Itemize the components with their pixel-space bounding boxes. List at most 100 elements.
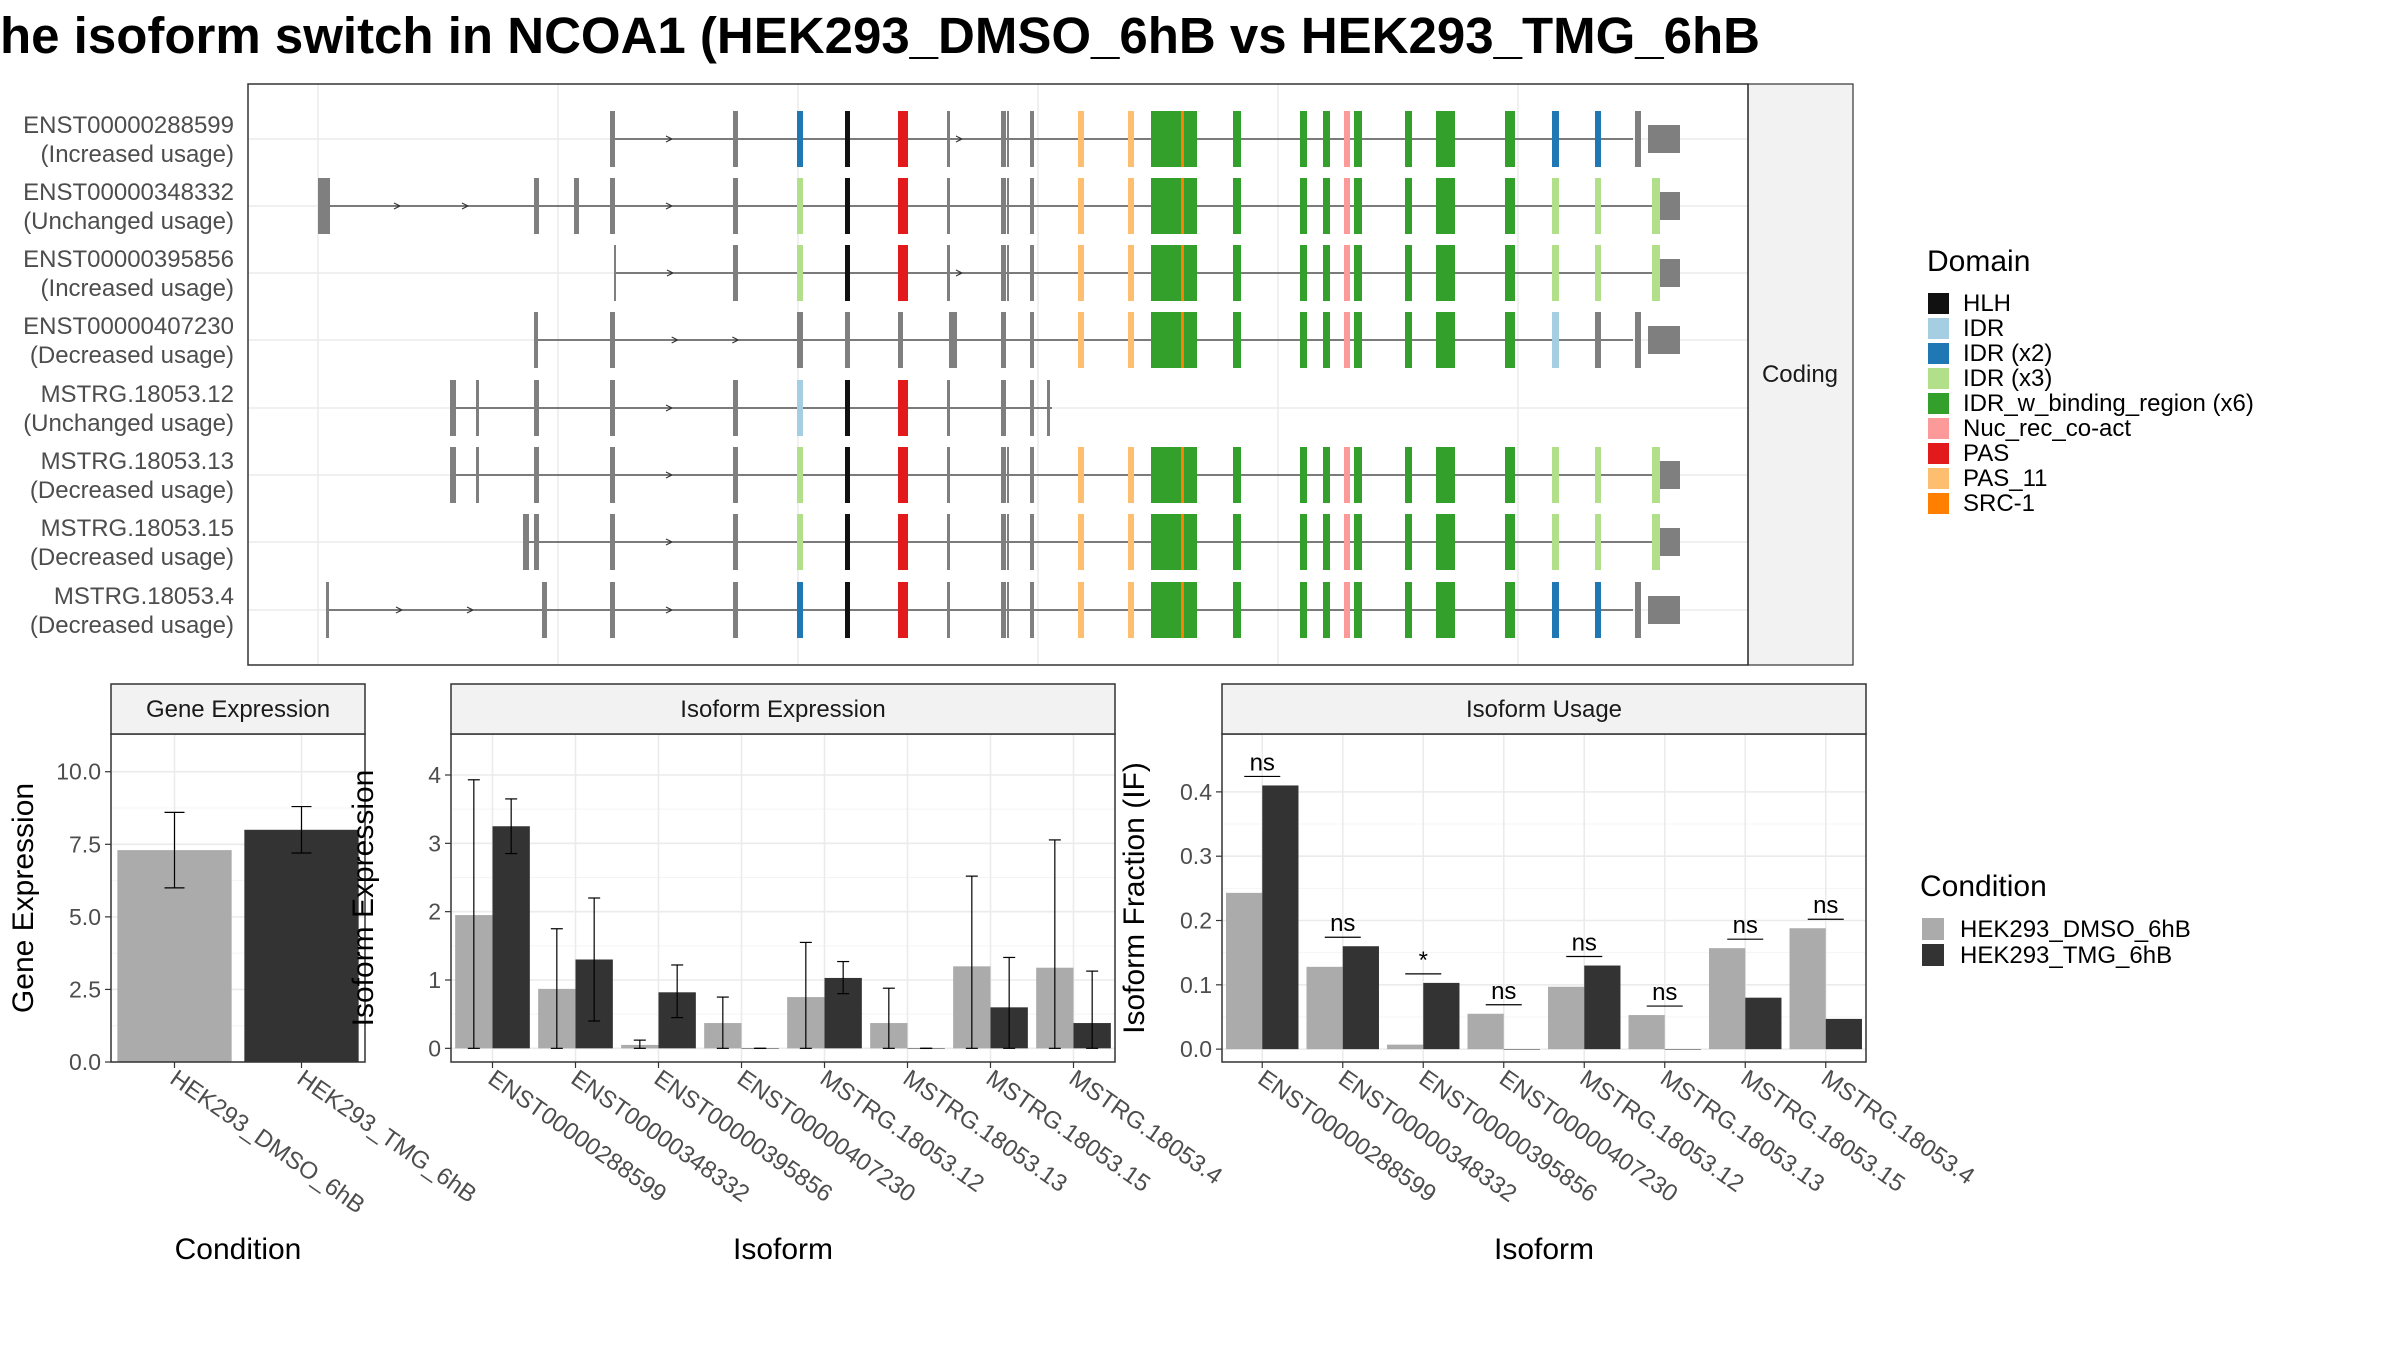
- bar: [1503, 1049, 1540, 1050]
- transcript-usage-label: (Decreased usage): [30, 477, 234, 504]
- exon-block: [1007, 447, 1009, 503]
- exon-block: [1595, 178, 1601, 234]
- exon-block: [1128, 312, 1134, 368]
- exon-block: [1323, 447, 1330, 503]
- exon-block: [1405, 178, 1412, 234]
- domain-legend-key: [1928, 443, 1949, 464]
- exon-block: [610, 514, 615, 570]
- exon-block: [1151, 312, 1197, 368]
- y-tick-label: 7.5: [69, 831, 101, 857]
- transcript-usage-label: (Decreased usage): [30, 544, 234, 571]
- exon-block: [1552, 312, 1559, 368]
- bar: [1342, 946, 1379, 1050]
- exon-block: [1233, 447, 1241, 503]
- utr-block: [1648, 596, 1680, 624]
- transcript-structure: [534, 312, 1680, 368]
- exon-block: [898, 111, 908, 167]
- transcript-usage-label: (Decreased usage): [30, 612, 234, 639]
- exon-block: [318, 178, 330, 234]
- facet-strip-label: Coding: [1762, 361, 1838, 388]
- exon-block: [1151, 582, 1197, 638]
- exon-block: [1354, 245, 1362, 301]
- utr-block: [1660, 528, 1680, 556]
- domain-legend-label: HLH: [1963, 290, 2011, 317]
- exon-block: [1436, 178, 1455, 234]
- exon-block: [1001, 312, 1006, 368]
- intron-arrow: [671, 336, 679, 344]
- bar: [1789, 928, 1826, 1050]
- significance-label: ns: [1491, 978, 1516, 1005]
- exon-block: [534, 312, 538, 368]
- facet-strip: [110, 683, 366, 735]
- exon-block: [1344, 178, 1350, 234]
- exon-block: [1001, 111, 1006, 167]
- exon-block: [476, 447, 479, 503]
- domain-legend-key: [1928, 293, 1949, 314]
- exon-block: [534, 447, 539, 503]
- transcript-id-label: ENST00000395856: [23, 246, 234, 273]
- exon-block: [1436, 111, 1455, 167]
- exon-block: [1505, 178, 1515, 234]
- intron-arrow: [395, 606, 404, 614]
- transcript-id-label: ENST00000288599: [23, 112, 234, 139]
- exon-block: [1047, 380, 1050, 436]
- exon-block: [797, 582, 803, 638]
- exon-block: [845, 582, 850, 638]
- domain-legend-title: Domain: [1927, 245, 2030, 278]
- exon-block: [614, 245, 616, 301]
- exon-block: [898, 380, 908, 436]
- exon-block: [733, 582, 738, 638]
- exon-block: [1354, 582, 1362, 638]
- intron-arrow: [732, 336, 740, 344]
- exon-block: [947, 582, 950, 638]
- exon-block: [898, 514, 908, 570]
- transcript-usage-label: (Unchanged usage): [23, 410, 234, 437]
- exon-block: [1181, 245, 1184, 301]
- main-title: he isoform switch in NCOA1 (HEK293_DMSO_…: [0, 7, 1760, 64]
- domain-legend-label: IDR_w_binding_region (x6): [1963, 390, 2254, 417]
- y-tick-label: 0.0: [1180, 1036, 1212, 1062]
- exon-block: [1436, 582, 1455, 638]
- y-axis-title: Isoform Expression: [347, 770, 380, 1027]
- domain-legend-label: SRC-1: [1963, 490, 2035, 517]
- exon-block: [845, 178, 850, 234]
- exon-block: [1354, 111, 1362, 167]
- exon-block: [1001, 514, 1006, 570]
- transcript-id-label: MSTRG.18053.12: [41, 381, 234, 408]
- facet-strip: [450, 683, 1116, 735]
- exon-block: [1354, 514, 1362, 570]
- transcript-structure: [610, 111, 1680, 167]
- exon-block: [898, 178, 908, 234]
- facet-strip: [1221, 683, 1867, 735]
- y-tick-label: 0.4: [1180, 779, 1212, 805]
- transcript-usage-label: (Increased usage): [41, 275, 234, 302]
- exon-block: [947, 111, 950, 167]
- intron-arrow: [955, 135, 964, 143]
- structure-panel-border: [247, 83, 1749, 666]
- domain-legend-label: Nuc_rec_co-act: [1963, 415, 2131, 442]
- structure-panel: Coding ENST00000288599 (Increased usage)EN…: [23, 83, 1854, 666]
- exon-block: [797, 245, 803, 301]
- y-axis-title: Isoform Fraction (IF): [1118, 762, 1151, 1034]
- domain-legend-label: IDR (x3): [1963, 365, 2052, 392]
- exon-block: [1078, 447, 1084, 503]
- exon-block: [1405, 312, 1412, 368]
- exon-block: [1128, 447, 1134, 503]
- x-axis-title: Isoform: [733, 1233, 833, 1266]
- transcript-structure: [614, 245, 1680, 301]
- transcript-structure: [450, 380, 1052, 436]
- bar: [1548, 986, 1585, 1050]
- intron-arrow: [461, 202, 470, 210]
- y-tick-label: 4: [428, 762, 441, 788]
- domain-legend-label: PAS_11: [1963, 465, 2048, 492]
- domain-legend-key: [1928, 368, 1949, 389]
- exon-block: [1323, 582, 1330, 638]
- facet-strip: [1747, 83, 1854, 666]
- exon-block: [610, 178, 615, 234]
- bar: [492, 826, 530, 1049]
- exon-block: [610, 447, 615, 503]
- exon-block: [797, 178, 803, 234]
